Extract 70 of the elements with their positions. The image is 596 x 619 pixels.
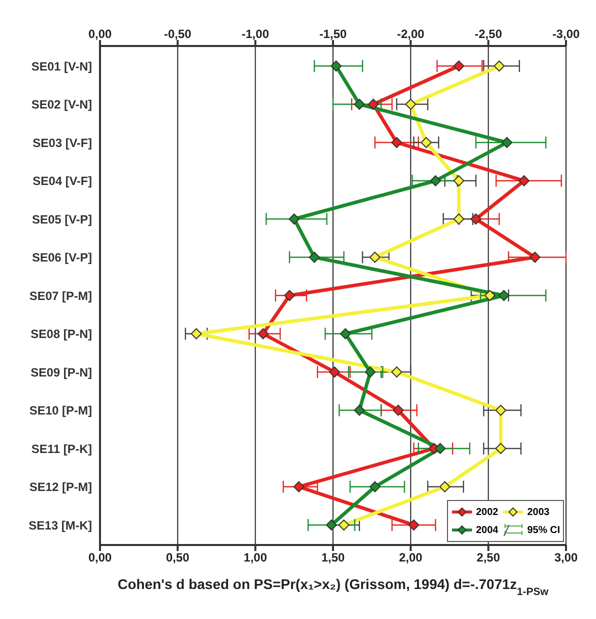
x-tick-label: 2,50: [476, 550, 500, 565]
point: [330, 60, 342, 72]
point: [470, 214, 482, 224]
x2-tick-label: -0,50: [164, 27, 192, 41]
point: [439, 481, 450, 492]
point: [391, 366, 402, 378]
point: [453, 214, 464, 224]
x-tick-label: 3,00: [554, 550, 578, 565]
x2-tick-label: -2,50: [474, 27, 502, 41]
point: [369, 481, 380, 492]
y-tick-label: SE09 [P-N]: [30, 365, 92, 380]
x-tick-label: 0,50: [166, 550, 190, 565]
x2-tick-label: -3,00: [552, 27, 580, 41]
point: [518, 175, 530, 186]
point: [434, 443, 446, 454]
point: [329, 366, 340, 378]
point: [408, 520, 420, 530]
point: [293, 481, 304, 492]
y-tick-label: SE06 [V-P]: [32, 250, 92, 265]
y-tick-label: SE12 [P-M]: [29, 480, 92, 494]
x2-tick-label: 0,00: [88, 27, 112, 41]
y-tick-label: SE13 [M-K]: [28, 518, 92, 532]
point: [190, 328, 202, 340]
y-tick-label: SE01 [V-N]: [31, 59, 92, 74]
point: [430, 175, 442, 186]
point: [288, 214, 300, 224]
x2-tick-label: -2,00: [396, 27, 425, 41]
point: [354, 98, 365, 110]
point: [498, 290, 510, 301]
x-tick-label: 0,00: [88, 550, 112, 565]
point: [308, 252, 320, 263]
y-tick-label: SE08 [P-N]: [30, 327, 92, 342]
point: [453, 60, 464, 72]
annotation: 95% CI: [527, 524, 560, 536]
point: [391, 137, 402, 148]
x2-tick-label: -1,00: [242, 27, 270, 41]
x-tick-label: 1,50: [321, 550, 345, 565]
x-axis-title: Cohen's d based on PS=Pr(x₁>x₂) (Grissom, 1994) d=-.7071z$_{1-PSw}$: [118, 576, 550, 598]
point: [368, 98, 379, 110]
point: [364, 366, 376, 378]
legend-label: 2004: [476, 524, 498, 536]
point: [354, 404, 365, 416]
point: [338, 520, 350, 530]
y-tick-label: SE03 [V-F]: [32, 136, 92, 150]
point: [326, 520, 337, 530]
point: [405, 98, 416, 110]
y-tick-label: SE07 [P-M]: [29, 288, 92, 303]
point: [392, 404, 404, 416]
y-tick-label: SE04 [V-F]: [32, 174, 92, 188]
point: [484, 290, 496, 301]
x-tick-label: 1,00: [244, 550, 268, 565]
point: [369, 252, 380, 263]
y-tick-label: SE05 [V-P]: [32, 212, 92, 226]
point: [258, 328, 269, 340]
legend-label: 2003: [527, 506, 550, 518]
point: [420, 137, 432, 148]
y-tick-label: SE10 [P-M]: [29, 404, 92, 418]
y-tick-label: SE11 [P-K]: [31, 442, 92, 456]
point: [494, 60, 505, 72]
y-tick-label: SE02 [V-N]: [31, 98, 92, 112]
point: [453, 175, 464, 186]
point: [495, 404, 506, 416]
point: [340, 328, 351, 340]
x-tick-label: 2,00: [398, 550, 423, 565]
point: [495, 443, 506, 454]
legend-label: 2002: [476, 506, 498, 518]
point: [284, 290, 296, 301]
x2-tick-label: -1,50: [319, 27, 347, 41]
point: [529, 252, 540, 263]
point: [501, 137, 512, 148]
